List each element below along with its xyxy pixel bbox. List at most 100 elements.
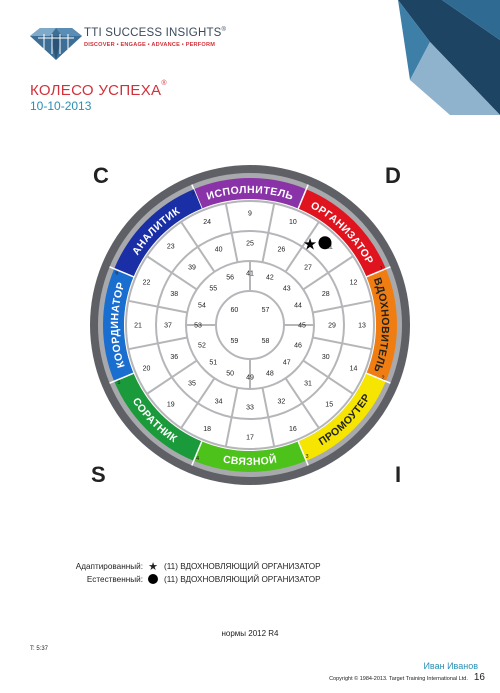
wheel-position-number: 21 [134,323,142,330]
segment-label: КООРДИНАТОР [109,281,128,370]
wheel-position-number: 34 [215,398,223,405]
wheel-position-number: 12 [350,280,358,287]
adapted-star-marker: ★ [303,235,317,254]
wheel-segment [366,268,397,382]
wheel-position-number: 43 [283,286,291,293]
wheel-position-number: 16 [289,426,297,433]
segment-label: СВЯЗНОЙ [222,452,278,468]
wheel-position-number: 29 [328,323,336,330]
legend-adapted-text: (11) ВДОХНОВЛЯЮЩИЙ ОРГАНИЗАТОР [164,562,321,571]
wheel-spoke [128,336,188,351]
tti-diamond-logo-icon [30,28,82,60]
segment-divider [366,266,391,278]
wheel-position-number: 15 [325,402,333,409]
wheel-position-number: 17 [246,435,254,442]
segment-number: 5 [117,380,120,386]
wheel-position-number: 41 [246,271,254,278]
wheel-position-number: 58 [262,338,270,345]
brand-name: TTI SUCCESS INSIGHTS® [84,27,227,39]
wheel-segment [193,178,307,209]
wheel-position-number: 38 [170,291,178,298]
wheel-position-number: 46 [294,342,302,349]
wheel-spoke [224,387,239,447]
wheel-position-number: 30 [322,354,330,361]
page-number: 16 [473,672,485,683]
wheel-position-number: 39 [188,265,196,272]
wheel-position-number: 32 [277,398,285,405]
legend-natural: Естественный: (11) ВДОХНОВЛЯЮЩИЙ ОРГАНИЗ… [72,574,321,584]
quadrant-s-label: S [91,462,106,487]
wheel-spoke [146,359,198,395]
star-icon: ★ [148,561,158,573]
segment-number: 3 [305,454,308,460]
natural-circle-marker [318,236,332,250]
segment-number: 7 [191,192,194,198]
wheel-spoke [284,221,320,273]
wheel-position-number: 36 [170,354,178,361]
brand-tagline: DISCOVER • ENGAGE • ADVANCE • PERFORM [84,42,216,48]
segment-number: 1 [380,266,383,272]
wheel-position-number: 13 [358,323,366,330]
respondent-name: Иван Иванов [423,661,478,671]
report-date: 10-10-2013 [30,99,92,113]
segment-divider [191,184,203,209]
wheel-position-number: 35 [188,380,196,387]
wheel-segment [114,373,202,461]
segment-divider [297,441,309,466]
wheel-position-number: 56 [226,274,234,281]
wheel-spoke [312,299,372,314]
segment-divider [366,372,391,384]
wheel-position-number: 50 [226,371,234,378]
segment-divider [297,184,309,209]
segment-number: 6 [115,271,118,277]
wheel-spoke [261,203,276,263]
success-wheel: ИСПОЛНИТЕЛЬОРГАНИЗАТОР1ВДОХНОВИТЕЛЬ2ПРОМ… [90,165,410,485]
wheel-segment [193,441,307,472]
segment-number: 4 [196,456,199,462]
wheel-ring [125,200,375,450]
legend-adapted-label: Адаптированный: [75,562,143,571]
wheel-position-number: 57 [262,307,270,314]
wheel-position-number: 55 [209,286,217,293]
wheel-position-number: 60 [231,307,239,314]
wheel-position-number: 40 [215,247,223,254]
segment-divider [109,372,134,384]
corner-decoration [398,0,500,115]
wheel-position-number: 45 [298,323,306,330]
quadrant-c-label: C [93,163,109,188]
wheel-position-number: 10 [289,219,297,226]
wheel-position-number: 53 [194,323,202,330]
wheel-spoke [284,377,320,429]
wheel-position-number: 18 [203,426,211,433]
wheel-ring [155,230,345,420]
wheel-position-number: 54 [198,303,206,310]
wheel-segment [114,189,202,277]
wheel-segment [103,268,134,382]
wheel-position-number: 27 [304,265,312,272]
wheel-position-number: 44 [294,303,302,310]
quadrant-i-label: I [395,462,402,487]
wheel-spoke [312,336,372,351]
wheel-spoke [302,359,354,395]
wheel-segment [298,189,386,277]
wheel-spoke [180,377,216,429]
wheel-spoke [261,387,276,447]
wheel-position-number: 49 [246,375,254,382]
wheel-spoke [302,255,354,291]
report-title: КОЛЕСО УСПЕХА® [30,80,167,99]
legend-natural-label: Естественный: [86,574,143,584]
wheel-position-number: 25 [246,241,254,248]
copyright-line: Copyright © 1984-2013. Target Training I… [329,672,485,683]
wheel-position-number: 9 [248,211,252,218]
segment-divider [109,266,134,278]
legend-natural-text: (11) ВДОХНОВЛЯЮЩИЙ ОРГАНИЗАТОР [164,574,321,584]
wheel-position-number: 59 [231,338,239,345]
wheel-position-number: 33 [246,405,254,412]
segment-number: 2 [382,375,385,381]
quadrant-d-label: D [385,163,401,188]
wheel-position-number: 51 [209,359,217,366]
legend-adapted: Адаптированный: ★ (11) ВДОХНОВЛЯЮЩИЙ ОРГ… [72,560,321,573]
wheel-position-number: 52 [198,342,206,349]
wheel-position-number: 48 [266,371,274,378]
wheel-position-number: 14 [350,365,358,372]
